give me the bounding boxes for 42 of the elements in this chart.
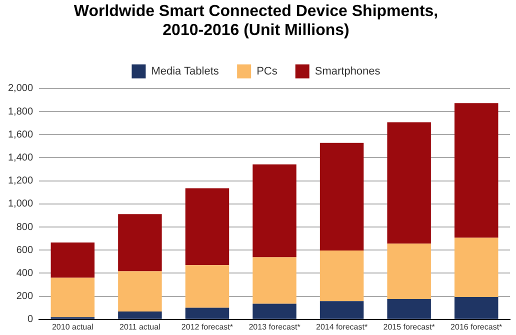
x-tick-label: 2016 forecast* bbox=[450, 322, 502, 332]
bar bbox=[50, 242, 95, 278]
legend-label: PCs bbox=[256, 65, 278, 78]
y-tick-label: 2,000 bbox=[8, 83, 34, 94]
bar bbox=[320, 142, 364, 250]
bar bbox=[252, 304, 296, 319]
bar bbox=[387, 298, 431, 319]
bar bbox=[454, 296, 498, 319]
bar bbox=[252, 164, 296, 258]
y-tick-label: 1,800 bbox=[8, 106, 34, 118]
y-tick-label: 200 bbox=[16, 291, 34, 302]
bar bbox=[454, 103, 498, 238]
y-tick-label: 1,000 bbox=[8, 198, 34, 210]
x-tick-label: 2013 forecast* bbox=[248, 322, 300, 332]
bar bbox=[320, 250, 364, 302]
bar bbox=[118, 312, 162, 319]
x-tick-label: 2011 actual bbox=[120, 322, 161, 332]
bar bbox=[185, 308, 230, 319]
y-tick-label: 400 bbox=[16, 268, 34, 279]
bar bbox=[118, 214, 162, 272]
legend-label: Smartphones bbox=[314, 65, 381, 78]
bar bbox=[185, 265, 230, 308]
chart-title: Worldwide Smart Connected Device Shipments, 2010-2016 (Unit Millions) bbox=[74, 3, 438, 40]
bar bbox=[320, 301, 364, 319]
x-tick-label: 2012 forecast* bbox=[181, 322, 234, 332]
bar bbox=[252, 257, 296, 304]
y-tick-label: 1,600 bbox=[8, 129, 34, 140]
y-tick-label: 600 bbox=[16, 244, 34, 256]
y-tick-label: 1,200 bbox=[8, 176, 34, 187]
bar bbox=[50, 278, 95, 318]
y-tick-label: 800 bbox=[16, 222, 34, 233]
y-tick-label: 1,400 bbox=[8, 152, 34, 164]
x-tick-label: 2014 forecast* bbox=[316, 322, 368, 332]
x-tick-label: 2015 forecast* bbox=[383, 322, 435, 332]
bar bbox=[454, 238, 498, 297]
bar bbox=[118, 271, 162, 312]
legend-label: Media Tablets bbox=[151, 65, 220, 78]
x-tick-label: 2010 actual bbox=[52, 322, 94, 332]
bar bbox=[387, 122, 431, 244]
bar bbox=[387, 244, 431, 299]
y-tick-label: 0 bbox=[27, 314, 34, 326]
bar bbox=[185, 188, 230, 266]
